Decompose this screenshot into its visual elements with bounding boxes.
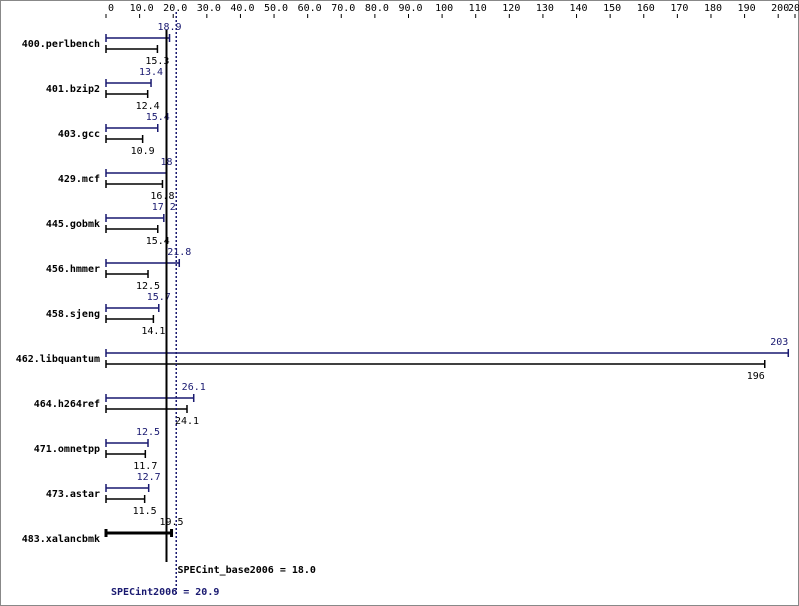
x-tick-label: 190 [738, 3, 756, 14]
bar [105, 214, 165, 222]
value-label: 12.5 [136, 427, 160, 438]
category-label: 464.h264ref [34, 399, 100, 410]
bar [105, 34, 171, 42]
value-label: 15.7 [147, 292, 171, 303]
x-tick-label: 20.0 [163, 3, 187, 14]
x-tick-label: 200 [771, 3, 789, 14]
bar [105, 270, 149, 278]
x-tick-label: 30.0 [197, 3, 221, 14]
category-label: 400.perlbench [22, 39, 100, 50]
bar [105, 90, 149, 98]
category-label: 471.omnetpp [34, 444, 100, 455]
bar [105, 439, 149, 447]
value-label: 16.8 [150, 191, 174, 202]
value-label: 12.4 [136, 101, 160, 112]
value-label: 203 [770, 337, 788, 348]
x-tick-label: 160 [637, 3, 655, 14]
category-label: 462.libquantum [16, 353, 100, 365]
bar [105, 360, 766, 368]
bar [105, 349, 790, 357]
x-tick-label: 120 [502, 3, 520, 14]
value-label: 19.5 [159, 517, 183, 528]
x-tick-label: 50.0 [264, 3, 288, 14]
x-tick-label: 130 [536, 3, 554, 14]
category-label: 445.gobmk [46, 219, 100, 230]
value-label: 196 [747, 371, 765, 382]
x-tick-label: 205 [788, 3, 799, 14]
bar [105, 124, 159, 132]
category-label: 429.mcf [58, 174, 100, 185]
bar [105, 315, 155, 323]
bar [105, 495, 146, 503]
x-tick-label: 80.0 [365, 3, 389, 14]
category-label: 473.astar [46, 489, 100, 500]
x-tick-label: 180 [704, 3, 722, 14]
x-tick-label: 90.0 [398, 3, 422, 14]
bar [104, 529, 174, 537]
bar [105, 450, 147, 458]
value-label: 18.9 [157, 22, 181, 33]
bar [105, 45, 159, 53]
bar [105, 484, 150, 492]
x-tick-label: 140 [570, 3, 588, 14]
value-label: 15.4 [146, 112, 170, 123]
reference-label: SPECint_base2006 = 18.0 [177, 564, 315, 576]
value-label: 15.3 [145, 56, 169, 67]
value-label: 12.5 [136, 281, 160, 292]
value-label: 26.1 [182, 382, 206, 393]
x-tick-label: 170 [670, 3, 688, 14]
bar [105, 304, 160, 312]
value-label: 24.1 [175, 416, 199, 427]
value-label: 15.4 [146, 236, 170, 247]
value-label: 21.8 [167, 247, 191, 258]
x-tick-label: 40.0 [230, 3, 254, 14]
value-label: 17.2 [152, 202, 176, 213]
x-tick-label: 100 [435, 3, 453, 14]
reference-label: SPECint2006 = 20.9 [111, 586, 219, 598]
x-tick-label: 10.0 [130, 3, 154, 14]
bar [105, 405, 188, 413]
category-label: 483.xalancbmk [22, 534, 100, 545]
value-label: 14.1 [141, 326, 165, 337]
bar [105, 394, 195, 402]
value-label: 13.4 [139, 67, 163, 78]
category-label: 456.hmmer [46, 264, 100, 275]
bar [105, 135, 144, 143]
x-tick-label: 110 [469, 3, 487, 14]
bar [105, 225, 159, 233]
x-tick-label: 150 [603, 3, 621, 14]
category-label: 458.sjeng [46, 308, 100, 320]
bar [105, 79, 152, 87]
category-label: 401.bzip2 [46, 83, 100, 95]
x-tick-label: 70.0 [331, 3, 355, 14]
bar [105, 180, 164, 188]
x-tick-label: 60.0 [298, 3, 322, 14]
value-label: 11.5 [133, 506, 157, 517]
value-label: 12.7 [137, 472, 161, 483]
category-label: 403.gcc [58, 129, 100, 140]
value-label: 11.7 [133, 461, 157, 472]
value-label: 10.9 [131, 146, 155, 157]
x-tick-label: 0 [108, 3, 114, 14]
